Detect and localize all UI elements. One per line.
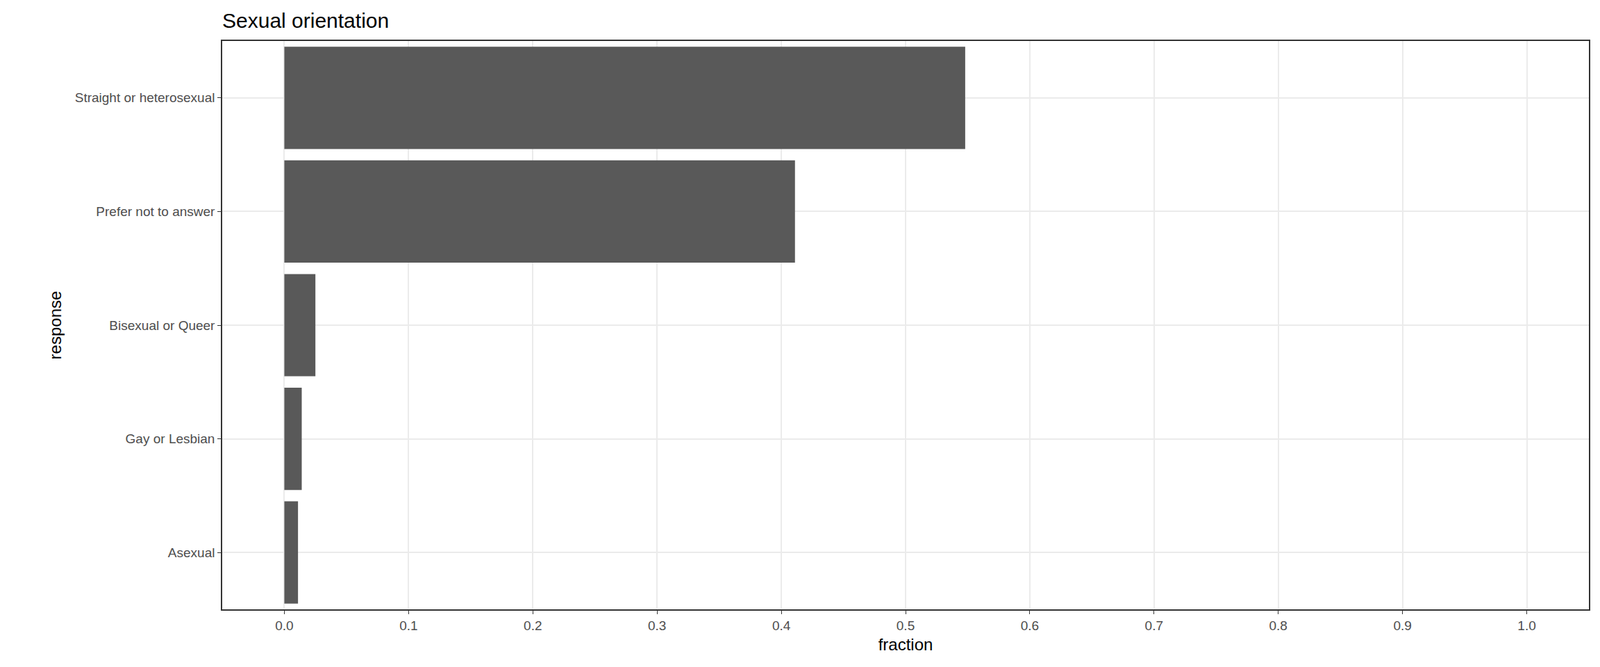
- svg-text:0.0: 0.0: [275, 618, 294, 633]
- svg-text:0.3: 0.3: [647, 618, 666, 633]
- svg-text:0.6: 0.6: [1020, 618, 1039, 633]
- svg-text:Gay or Lesbian: Gay or Lesbian: [125, 431, 216, 446]
- svg-text:Asexual: Asexual: [168, 545, 216, 560]
- svg-text:0.1: 0.1: [399, 618, 418, 633]
- svg-text:fraction: fraction: [878, 634, 934, 654]
- svg-text:0.9: 0.9: [1393, 618, 1412, 633]
- svg-text:0.8: 0.8: [1269, 618, 1288, 633]
- svg-text:Bisexual or Queer: Bisexual or Queer: [109, 318, 216, 333]
- svg-text:Straight or heterosexual: Straight or heterosexual: [75, 90, 216, 105]
- svg-text:0.4: 0.4: [772, 618, 791, 633]
- svg-text:Sexual orientation: Sexual orientation: [222, 9, 389, 32]
- svg-text:1.0: 1.0: [1517, 618, 1536, 633]
- svg-text:0.5: 0.5: [896, 618, 915, 633]
- svg-text:Prefer not to answer: Prefer not to answer: [95, 204, 216, 219]
- svg-text:0.2: 0.2: [523, 618, 542, 633]
- svg-text:0.7: 0.7: [1145, 618, 1164, 633]
- svg-text:response: response: [45, 290, 65, 360]
